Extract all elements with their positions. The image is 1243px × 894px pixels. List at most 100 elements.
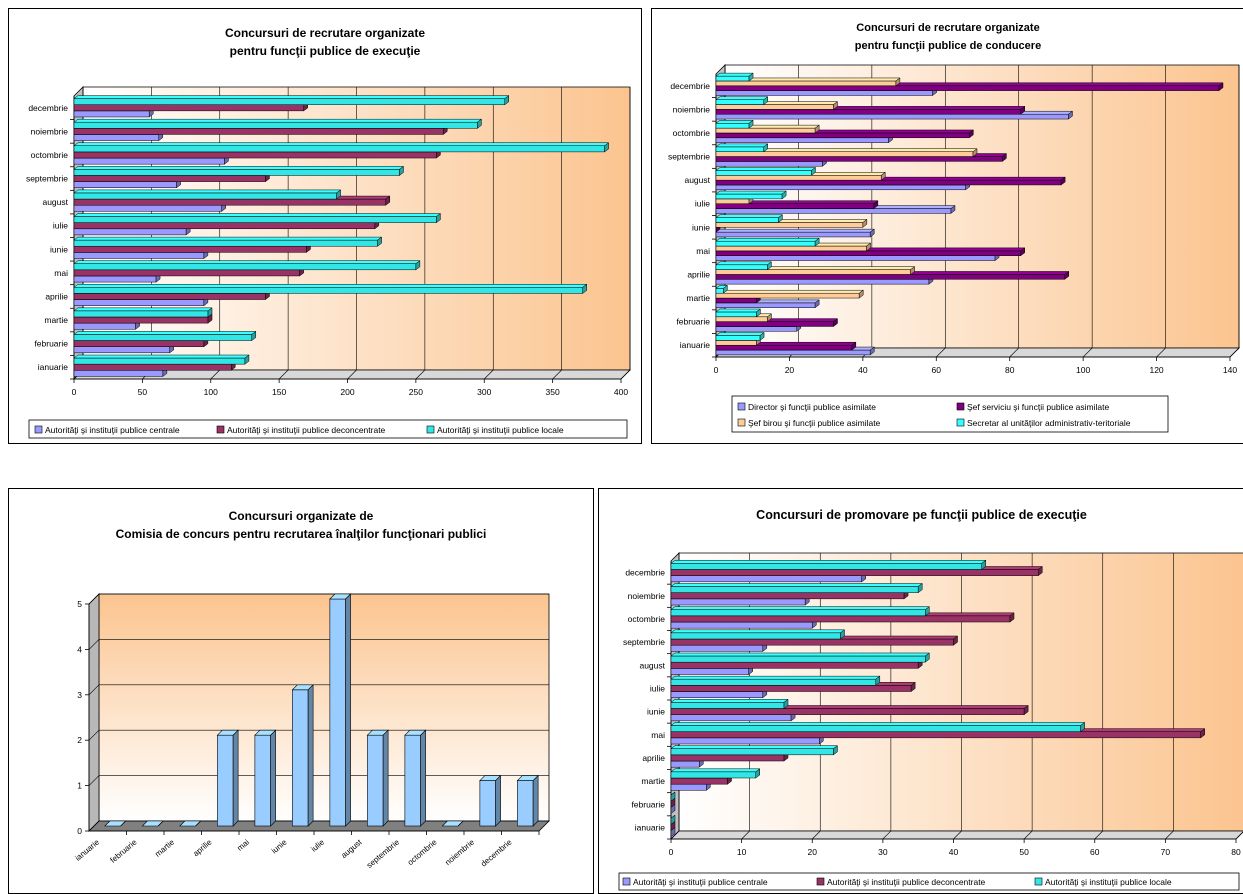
bar bbox=[715, 308, 762, 318]
chart-svg: Concursuri de promovare pe funcţii publi… bbox=[618, 508, 1243, 891]
bar-face bbox=[73, 370, 164, 377]
bar-end bbox=[767, 313, 772, 323]
bar bbox=[715, 237, 820, 247]
x-tick-label: 80 bbox=[1231, 847, 1241, 857]
category-label: noiembrie bbox=[628, 591, 666, 601]
bar-face bbox=[715, 193, 783, 200]
bar-end bbox=[875, 675, 881, 686]
bar-face bbox=[715, 255, 996, 261]
category-label: ianuarie bbox=[635, 822, 666, 832]
bar-end bbox=[1038, 565, 1043, 577]
bar-end bbox=[840, 629, 845, 640]
plot-side-wall bbox=[88, 593, 100, 832]
x-tick-label: 0 bbox=[72, 387, 77, 397]
bar bbox=[179, 820, 202, 827]
bar-face bbox=[715, 184, 966, 191]
bar-side bbox=[157, 820, 164, 827]
chart-title: Concursuri de recrutare organizate bbox=[856, 22, 1039, 34]
bar bbox=[670, 698, 789, 709]
bar-end bbox=[756, 308, 761, 318]
bar-end bbox=[1200, 728, 1205, 739]
gridline-floor bbox=[1229, 347, 1240, 358]
chart-title: Concursuri de recrutare organizate bbox=[225, 26, 425, 40]
bar-face bbox=[73, 128, 444, 135]
category-label: aprilie bbox=[45, 291, 68, 301]
bar bbox=[216, 729, 239, 827]
bar-top bbox=[715, 167, 817, 171]
bar bbox=[73, 236, 383, 247]
y-tick-label: 3 bbox=[77, 690, 82, 700]
category-label: martie bbox=[44, 315, 68, 325]
legend-swatch bbox=[737, 418, 746, 427]
chart-subtitle: pentru funcţii publice de execuţie bbox=[230, 44, 421, 58]
bar-end bbox=[670, 814, 676, 825]
bar-end bbox=[767, 261, 772, 271]
bar-end bbox=[763, 143, 768, 153]
bar-end bbox=[925, 652, 930, 663]
bar-face bbox=[715, 222, 864, 228]
bar-top bbox=[670, 768, 761, 773]
bar-face bbox=[73, 169, 400, 176]
bar bbox=[73, 330, 257, 342]
gridline-floor bbox=[1082, 347, 1093, 358]
bar-end bbox=[385, 195, 391, 206]
bar-end bbox=[763, 96, 768, 106]
chart-conducere-recrutare: Concursuri de recrutare organizate pentru… bbox=[651, 8, 1243, 444]
bar-face bbox=[73, 239, 378, 247]
x-tick-label: 60 bbox=[1090, 847, 1100, 857]
bar-end bbox=[873, 200, 879, 210]
bar-top bbox=[715, 289, 864, 294]
y-tick-label: 2 bbox=[77, 735, 82, 745]
bar-side bbox=[457, 820, 464, 827]
bar-face bbox=[670, 714, 792, 722]
legend: Autorităţi şi instituţii publice central… bbox=[618, 872, 1240, 891]
bar-face bbox=[73, 192, 337, 200]
bar bbox=[366, 729, 389, 827]
bar bbox=[441, 820, 464, 827]
bar-face bbox=[73, 269, 300, 277]
y-tick-label: 5 bbox=[77, 599, 82, 609]
bar-end bbox=[1023, 704, 1029, 716]
bar bbox=[329, 593, 352, 827]
bar-top bbox=[715, 120, 754, 124]
bar-face bbox=[670, 632, 841, 640]
bar-top bbox=[670, 583, 923, 587]
bar-end bbox=[1060, 176, 1066, 186]
bar-end bbox=[1080, 721, 1085, 733]
gridline-floor bbox=[620, 369, 631, 380]
bar-end bbox=[814, 124, 820, 134]
chart-subtitle: pentru funcţii publice de conducere bbox=[855, 40, 1041, 52]
category-label: aprilie bbox=[642, 753, 665, 763]
bar-face bbox=[715, 288, 724, 294]
bar-end bbox=[880, 171, 886, 181]
bar-face bbox=[670, 598, 806, 606]
bar-face bbox=[715, 99, 764, 105]
bar-face bbox=[715, 269, 911, 275]
bar-side bbox=[270, 729, 276, 827]
gridline-side bbox=[88, 820, 100, 832]
gridline-side bbox=[88, 684, 100, 696]
gridline-floor bbox=[1009, 347, 1019, 358]
bar-side bbox=[495, 774, 501, 827]
bar-face bbox=[715, 175, 882, 181]
bar bbox=[73, 354, 250, 365]
bar bbox=[715, 284, 729, 294]
bar bbox=[670, 745, 839, 756]
bar-face bbox=[715, 75, 750, 82]
x-tick-label: 100 bbox=[204, 387, 218, 397]
bar-end bbox=[748, 119, 754, 129]
category-label: august bbox=[42, 197, 68, 207]
category-label: octombrie bbox=[673, 128, 711, 138]
bar-face bbox=[670, 708, 1025, 715]
category-label: februarie bbox=[676, 317, 710, 327]
bar-face bbox=[715, 127, 816, 134]
bar-face bbox=[715, 316, 768, 322]
x-tick-label: 80 bbox=[1005, 365, 1015, 375]
legend-label: Şef serviciu şi funcţii publice asimilat… bbox=[967, 402, 1109, 412]
gridline-side bbox=[88, 775, 100, 786]
bar-top bbox=[73, 284, 588, 288]
bar-end bbox=[748, 72, 754, 82]
bar-end bbox=[925, 606, 930, 617]
bar-top bbox=[670, 699, 789, 703]
bar-face bbox=[715, 231, 871, 238]
